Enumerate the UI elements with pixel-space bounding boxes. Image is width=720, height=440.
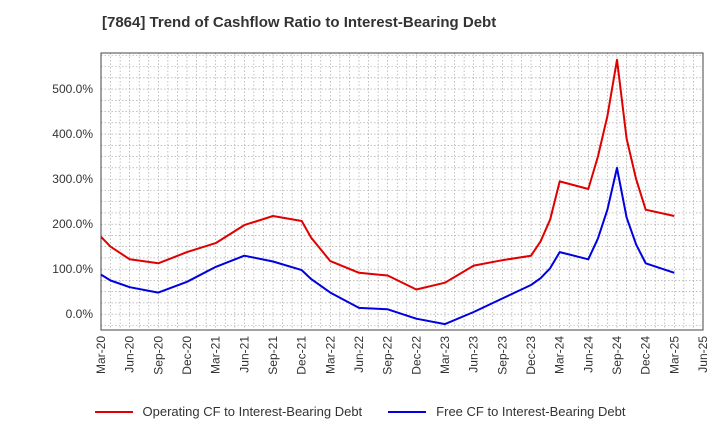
x-tick-label: Dec-23 <box>524 336 538 375</box>
x-tick-label: Sep-23 <box>495 336 509 375</box>
y-tick-label: 500.0% <box>52 82 93 96</box>
x-tick-label: Mar-22 <box>323 336 337 374</box>
x-tick-label: Sep-24 <box>610 336 624 375</box>
x-tick-label: Jun-23 <box>467 336 481 373</box>
x-tick-label: Jun-21 <box>237 336 251 373</box>
x-tick-label: Jun-24 <box>581 336 595 373</box>
legend: Operating CF to Interest-Bearing Debt Fr… <box>0 404 720 419</box>
y-tick-label: 300.0% <box>52 172 93 186</box>
x-tick-label: Dec-24 <box>639 336 653 375</box>
series-line-free-cf <box>100 166 675 326</box>
chart-title: [7864] Trend of Cashflow Ratio to Intere… <box>102 14 497 31</box>
y-tick-label: 200.0% <box>52 217 93 231</box>
legend-item-free-cf: Free CF to Interest-Bearing Debt <box>388 404 625 419</box>
series-line-operating-cf <box>100 58 675 291</box>
x-tick-label: Sep-21 <box>266 336 280 375</box>
y-tick-label: 100.0% <box>52 262 93 276</box>
x-tick-label: Dec-21 <box>295 336 309 375</box>
y-tick-label: 0.0% <box>66 307 94 321</box>
x-tick-label: Dec-22 <box>409 336 423 375</box>
legend-label-operating-cf: Operating CF to Interest-Bearing Debt <box>142 404 363 419</box>
x-tick-label: Jun-20 <box>123 336 137 373</box>
x-tick-label: Dec-20 <box>180 336 194 375</box>
legend-swatch-operating-cf <box>94 410 133 413</box>
plot-area <box>101 53 703 330</box>
x-tick-label: Sep-20 <box>151 336 165 375</box>
x-tick-label: Sep-22 <box>381 336 395 375</box>
x-tick-label: Mar-23 <box>438 336 452 374</box>
x-tick-label: Mar-24 <box>553 336 567 374</box>
x-tick-label: Mar-20 <box>94 336 108 374</box>
legend-label-free-cf: Free CF to Interest-Bearing Debt <box>436 404 626 419</box>
x-tick-label: Jun-22 <box>352 336 366 373</box>
x-tick-label: Mar-25 <box>667 336 681 374</box>
legend-swatch-free-cf <box>388 410 427 413</box>
legend-item-operating-cf: Operating CF to Interest-Bearing Debt <box>94 404 363 419</box>
x-tick-label: Jun-25 <box>696 336 710 373</box>
y-tick-label: 400.0% <box>52 127 93 141</box>
plot-border <box>100 52 704 331</box>
x-tick-label: Mar-21 <box>209 336 223 374</box>
